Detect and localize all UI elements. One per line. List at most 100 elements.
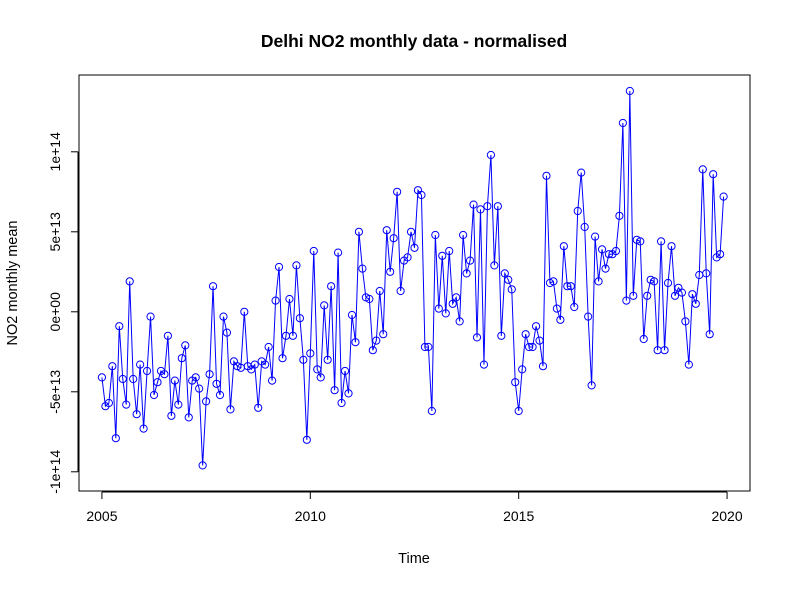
data-point — [222, 328, 232, 337]
x-tick-label: 2010 — [295, 508, 326, 524]
data-point — [556, 315, 565, 324]
data-point — [486, 150, 496, 160]
data-point — [271, 296, 280, 305]
data-point — [597, 245, 607, 254]
data-point — [108, 362, 117, 371]
data-point — [139, 424, 148, 433]
data-point — [278, 354, 287, 363]
data-point — [354, 227, 364, 236]
data-point — [497, 331, 506, 340]
data-point — [511, 378, 520, 387]
data-point — [663, 278, 673, 288]
x-tick-label: 2020 — [711, 508, 742, 524]
data-point — [719, 192, 728, 201]
y-axis: -1e+14 -5e+13 0e+00 5e+13 1e+14 — [47, 132, 79, 494]
data-point — [420, 342, 430, 352]
data-point — [709, 170, 718, 179]
data-point — [302, 435, 311, 444]
data-point — [323, 355, 332, 364]
data-point — [650, 277, 659, 286]
data-point — [483, 202, 492, 211]
data-point — [254, 403, 263, 412]
data-point — [170, 376, 179, 385]
data-point — [431, 230, 440, 240]
data-point — [525, 342, 534, 352]
data-point — [295, 314, 304, 323]
data-point — [604, 250, 614, 259]
data-point — [677, 288, 687, 297]
data-point — [163, 331, 173, 340]
data-point — [434, 304, 443, 313]
data-point — [153, 378, 162, 387]
data-point — [274, 262, 284, 272]
data-point — [406, 227, 416, 236]
data-point — [625, 86, 634, 96]
data-point — [504, 275, 513, 284]
data-point — [205, 370, 214, 379]
data-point — [639, 334, 648, 344]
data-point — [125, 277, 134, 286]
data-point — [643, 291, 652, 300]
data-point — [459, 230, 468, 240]
data-point — [375, 286, 384, 296]
data-point — [549, 277, 558, 286]
data-point — [448, 299, 457, 308]
data-point — [424, 342, 433, 352]
data-point — [667, 242, 676, 251]
data-point — [379, 330, 388, 339]
data-point — [181, 341, 190, 350]
y-tick-label: 1e+14 — [47, 132, 63, 172]
data-point — [493, 202, 502, 211]
data-point — [531, 322, 541, 331]
data-point — [587, 381, 596, 390]
data-point — [333, 248, 343, 257]
data-point — [393, 187, 402, 196]
data-point — [479, 360, 489, 369]
data-point — [552, 304, 562, 313]
y-tick-label: 5e+13 — [47, 212, 63, 252]
data-point — [472, 333, 482, 342]
data-point — [528, 342, 537, 352]
data-point — [320, 301, 329, 310]
data-point — [518, 365, 527, 374]
data-point — [219, 312, 228, 321]
data-point — [268, 376, 277, 385]
data-point — [611, 246, 621, 256]
data-point — [313, 365, 322, 374]
data-point — [306, 349, 315, 358]
data-point — [111, 434, 120, 443]
data-point — [226, 405, 235, 414]
data-point — [202, 397, 211, 406]
data-point — [573, 206, 582, 216]
data-point — [146, 312, 155, 321]
y-tick-label: -1e+14 — [47, 450, 63, 494]
data-point — [535, 336, 544, 345]
data-point — [386, 267, 395, 276]
data-point — [566, 282, 575, 291]
data-point — [104, 398, 113, 408]
x-tick-label: 2015 — [503, 508, 534, 524]
series-group — [97, 86, 728, 470]
data-point — [208, 282, 218, 291]
data-point — [591, 232, 600, 241]
data-point — [490, 261, 499, 270]
data-point — [438, 251, 447, 260]
data-point — [702, 269, 711, 278]
data-point — [691, 299, 700, 308]
data-point — [538, 362, 548, 371]
data-point — [365, 294, 374, 304]
data-point — [285, 294, 294, 304]
data-point — [670, 291, 680, 300]
data-point — [577, 168, 586, 177]
data-point — [465, 256, 475, 265]
data-point — [344, 389, 353, 398]
data-point — [330, 386, 339, 395]
data-point — [594, 277, 603, 286]
data-point — [542, 171, 551, 180]
data-point — [240, 307, 249, 316]
data-point — [215, 390, 225, 400]
data-point — [174, 400, 183, 409]
series-line — [101, 90, 725, 466]
data-point — [191, 373, 200, 382]
